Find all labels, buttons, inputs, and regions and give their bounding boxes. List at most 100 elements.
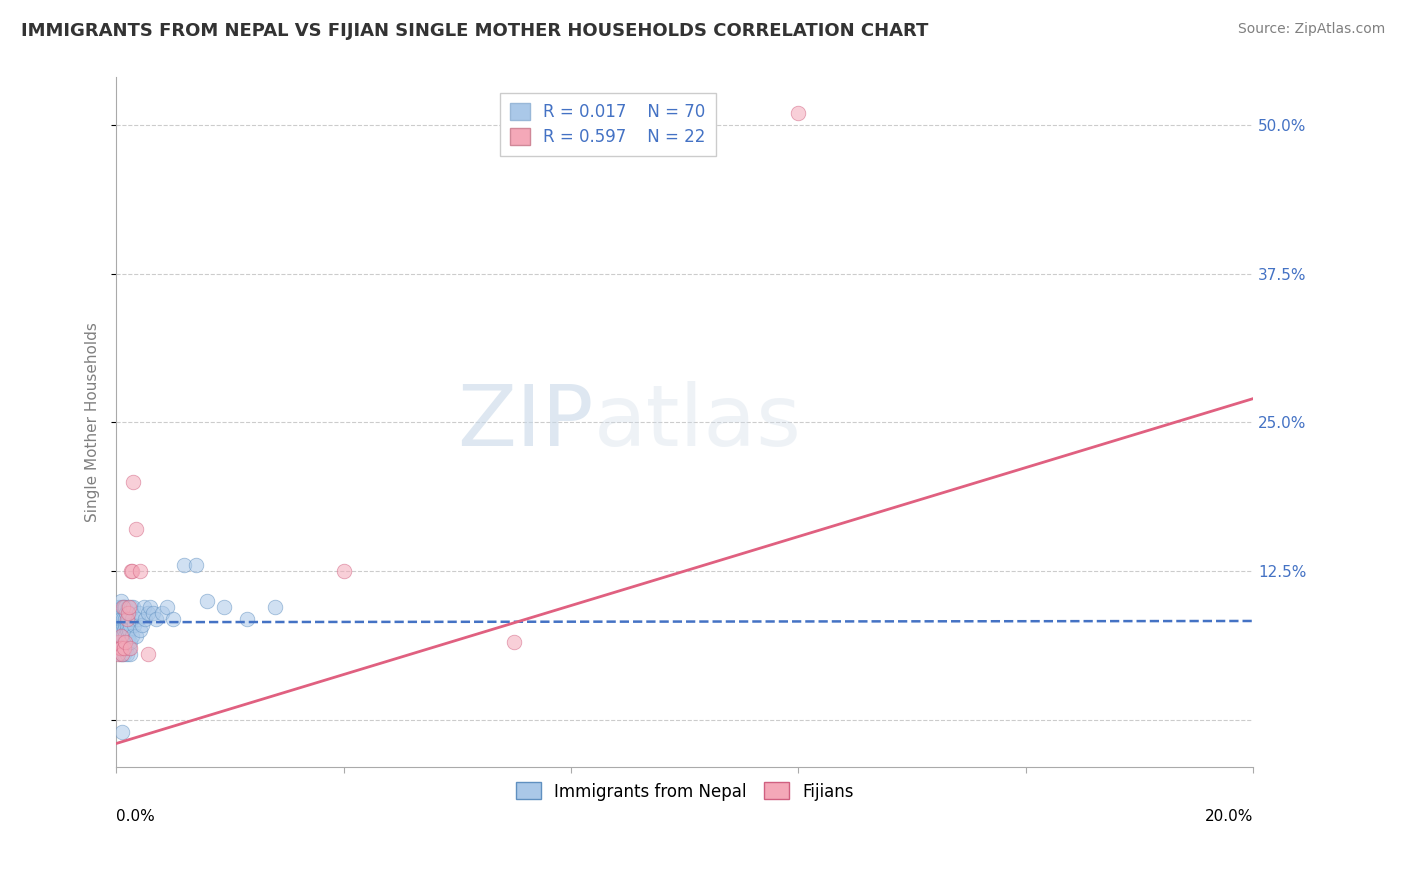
Point bbox=[110, 641, 132, 656]
Point bbox=[214, 599, 236, 614]
Point bbox=[115, 624, 138, 638]
Point bbox=[108, 635, 131, 649]
Point bbox=[118, 624, 141, 638]
Point bbox=[118, 641, 141, 656]
Point bbox=[120, 564, 142, 578]
Point bbox=[139, 599, 162, 614]
Point bbox=[108, 599, 131, 614]
Point bbox=[142, 606, 165, 620]
Point bbox=[114, 611, 136, 625]
Point bbox=[122, 599, 145, 614]
Point bbox=[125, 522, 148, 536]
Point bbox=[110, 629, 132, 643]
Point bbox=[111, 647, 134, 661]
Point bbox=[115, 611, 138, 625]
Text: IMMIGRANTS FROM NEPAL VS FIJIAN SINGLE MOTHER HOUSEHOLDS CORRELATION CHART: IMMIGRANTS FROM NEPAL VS FIJIAN SINGLE M… bbox=[21, 22, 928, 40]
Point bbox=[110, 611, 132, 625]
Point bbox=[787, 106, 810, 120]
Point bbox=[118, 599, 141, 614]
Point bbox=[118, 641, 141, 656]
Point bbox=[111, 647, 134, 661]
Point bbox=[118, 647, 141, 661]
Point bbox=[108, 611, 131, 625]
Point bbox=[125, 629, 148, 643]
Point bbox=[110, 606, 132, 620]
Y-axis label: Single Mother Households: Single Mother Households bbox=[86, 322, 100, 523]
Point bbox=[195, 593, 218, 607]
Point bbox=[114, 635, 136, 649]
Point bbox=[107, 617, 129, 632]
Point bbox=[121, 629, 143, 643]
Point bbox=[114, 599, 136, 614]
Point bbox=[108, 641, 131, 656]
Point bbox=[117, 611, 139, 625]
Point bbox=[173, 558, 195, 572]
Point bbox=[264, 599, 287, 614]
Point bbox=[121, 611, 143, 625]
Text: atlas: atlas bbox=[593, 381, 801, 464]
Point bbox=[114, 635, 136, 649]
Point bbox=[108, 635, 131, 649]
Point bbox=[134, 611, 156, 625]
Point bbox=[108, 647, 131, 661]
Point bbox=[117, 599, 139, 614]
Point bbox=[121, 564, 143, 578]
Point bbox=[136, 647, 159, 661]
Point bbox=[128, 606, 150, 620]
Point bbox=[111, 599, 134, 614]
Point bbox=[129, 564, 152, 578]
Point bbox=[115, 617, 138, 632]
Point bbox=[132, 599, 155, 614]
Point bbox=[112, 635, 135, 649]
Point bbox=[136, 606, 159, 620]
Point bbox=[122, 475, 145, 489]
Text: 20.0%: 20.0% bbox=[1205, 809, 1253, 823]
Point bbox=[156, 599, 179, 614]
Point bbox=[111, 641, 134, 656]
Point bbox=[107, 641, 129, 656]
Point bbox=[112, 599, 135, 614]
Point bbox=[162, 611, 184, 625]
Point bbox=[112, 641, 135, 656]
Point bbox=[115, 641, 138, 656]
Point bbox=[107, 629, 129, 643]
Point bbox=[117, 629, 139, 643]
Point bbox=[112, 647, 135, 661]
Point bbox=[120, 635, 142, 649]
Point bbox=[236, 611, 259, 625]
Point bbox=[332, 564, 354, 578]
Point bbox=[145, 611, 167, 625]
Point bbox=[114, 617, 136, 632]
Point bbox=[127, 611, 149, 625]
Point bbox=[184, 558, 207, 572]
Point bbox=[118, 606, 141, 620]
Point bbox=[131, 617, 153, 632]
Point bbox=[117, 635, 139, 649]
Point bbox=[110, 635, 132, 649]
Point bbox=[111, 724, 134, 739]
Point bbox=[111, 617, 134, 632]
Point bbox=[115, 647, 138, 661]
Point bbox=[150, 606, 173, 620]
Point bbox=[107, 647, 129, 661]
Point bbox=[120, 617, 142, 632]
Legend: Immigrants from Nepal, Fijians: Immigrants from Nepal, Fijians bbox=[509, 776, 860, 807]
Text: Source: ZipAtlas.com: Source: ZipAtlas.com bbox=[1237, 22, 1385, 37]
Point bbox=[112, 624, 135, 638]
Point bbox=[124, 617, 146, 632]
Point bbox=[129, 624, 152, 638]
Point bbox=[110, 641, 132, 656]
Point bbox=[115, 606, 138, 620]
Point bbox=[117, 606, 139, 620]
Point bbox=[112, 629, 135, 643]
Text: 0.0%: 0.0% bbox=[117, 809, 155, 823]
Point bbox=[120, 599, 142, 614]
Point bbox=[503, 635, 526, 649]
Text: ZIP: ZIP bbox=[457, 381, 593, 464]
Point bbox=[110, 624, 132, 638]
Point bbox=[114, 629, 136, 643]
Point bbox=[110, 593, 132, 607]
Point bbox=[111, 629, 134, 643]
Point bbox=[112, 599, 135, 614]
Point bbox=[112, 611, 135, 625]
